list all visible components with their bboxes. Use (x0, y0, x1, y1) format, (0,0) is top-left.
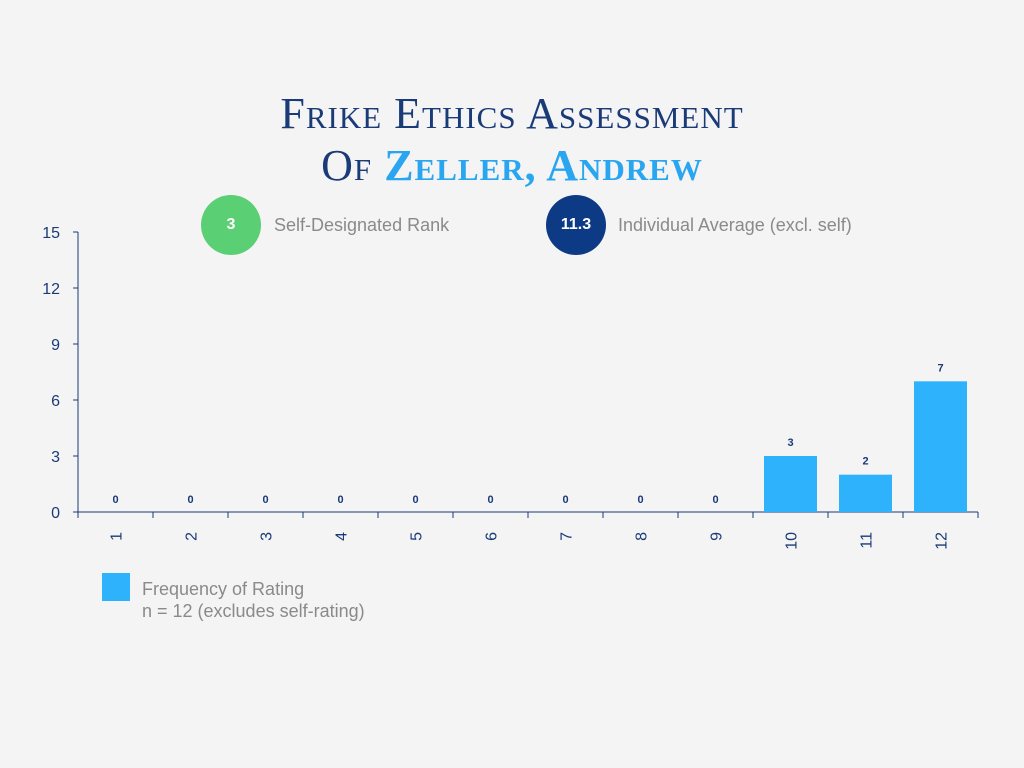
bar-value-label: 7 (937, 362, 943, 374)
bar-value-label: 0 (487, 494, 493, 506)
self-rank-label: Self-Designated Rank (274, 215, 450, 235)
x-tick-label: 11 (859, 532, 876, 549)
y-tick-label: 12 (42, 281, 60, 298)
x-tick-label: 7 (559, 532, 576, 541)
bar (764, 456, 817, 512)
y-tick-label: 6 (51, 393, 60, 410)
x-tick-label: 8 (634, 532, 651, 541)
self-rank-value: 3 (226, 216, 236, 233)
individual-average-label: Individual Average (excl. self) (618, 215, 852, 235)
legend: Frequency of Rating n = 12 (excludes sel… (142, 578, 365, 622)
bar-value-label: 0 (412, 494, 418, 506)
x-tick-label: 1 (109, 532, 126, 541)
bar-value-label: 0 (262, 494, 268, 506)
x-tick-label: 3 (259, 532, 276, 541)
bar-value-label: 0 (637, 494, 643, 506)
chart-title-line1: Frike Ethics Assessment (280, 89, 744, 138)
y-tick-label: 3 (51, 449, 60, 466)
individual-average-value: 11.3 (560, 216, 592, 233)
legend-note: n = 12 (excludes self-rating) (142, 601, 365, 621)
x-tick-label: 2 (184, 532, 201, 541)
x-tick-label: 12 (934, 532, 951, 550)
x-tick-label: 5 (409, 532, 426, 541)
bar (839, 474, 892, 512)
x-tick-label: 4 (334, 532, 351, 541)
chart-title-line2: Of Zeller, Andrew (0, 140, 1024, 192)
legend-label: Frequency of Rating (142, 579, 305, 599)
bar-value-label: 0 (337, 494, 343, 506)
title-prefix: Of (321, 141, 373, 190)
x-tick-label: 9 (709, 532, 726, 541)
legend-swatch (102, 573, 130, 601)
title-subject-name: Zeller, Andrew (384, 141, 703, 190)
bar-value-label: 0 (187, 494, 193, 506)
bar-value-label: 0 (112, 494, 118, 506)
bar-value-label: 2 (862, 456, 868, 468)
y-tick-label: 9 (51, 337, 60, 354)
individual-average-badge: 11.3 (546, 195, 606, 255)
self-rank-badge: 3 (201, 195, 261, 255)
y-tick-label: 15 (42, 225, 60, 242)
bar-value-label: 0 (562, 494, 568, 506)
bar-value-label: 0 (712, 494, 718, 506)
x-tick-label: 10 (784, 532, 801, 550)
bar-value-label: 3 (787, 437, 793, 449)
x-tick-label: 6 (484, 532, 501, 541)
bar (914, 381, 967, 512)
y-tick-label: 0 (51, 505, 60, 522)
